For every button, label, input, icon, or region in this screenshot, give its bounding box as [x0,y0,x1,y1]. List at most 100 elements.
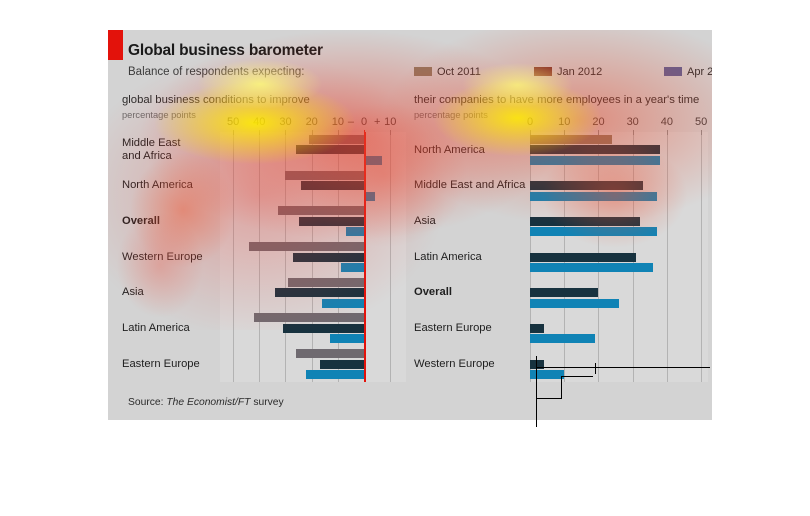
category-label-line: Middle East [122,137,181,150]
annotation-line-horizontal-short [561,376,593,377]
plot-area-left [220,132,406,382]
axis-tick-label: 30 [626,116,639,128]
category-label-line: Middle East and Africa [414,179,526,192]
category-label: Eastern Europe [122,358,214,371]
category-label: Latin America [414,251,524,264]
category-label: Overall [122,215,214,228]
annotation-line-horizontal-bottom [536,398,562,399]
category-label: Latin America [122,322,214,335]
axis-tick-label: + [373,116,381,128]
bar [530,155,661,165]
category-label-line: Asia [414,215,436,228]
axis-tick-label: 50 [226,116,240,128]
annotation-line-horizontal-long [536,367,710,368]
category-label: Asia [414,215,524,228]
source-prefix: Source: [128,397,167,408]
bar [530,181,643,191]
category-label-line: Overall [122,215,160,228]
axis-tick-mark [233,130,235,135]
axis-tick-label: 50 [695,116,708,128]
axis-tick-label: 0 [526,116,534,128]
category-label-line: North America [122,179,193,192]
bar [248,242,365,251]
source-publication: The Economist/FT [166,397,251,408]
legend-item-2: Jan 2012 [534,66,602,78]
axis-tick-label: 10 [384,116,397,128]
bar [298,216,365,226]
annotation-tick-mark [595,363,596,374]
source-suffix: survey [250,397,284,408]
category-label-line: Asia [122,286,144,299]
legend-item-1: Oct 2011 [414,66,481,78]
category-label-line: Overall [414,286,452,299]
bar [530,134,613,144]
axis-tick-mark [666,130,668,135]
category-label-line: Western Europe [122,250,203,263]
zero-line [364,132,366,382]
legend-item-3: Apr 2012 [664,66,712,78]
annotation-line-vertical-short [561,376,562,398]
bar [530,227,657,237]
axis-tick-mark [632,130,634,135]
gridline [285,132,287,382]
bar [364,191,375,201]
panel-left-unit: percentage points [122,110,196,120]
axis-tick-label: 40 [253,116,266,128]
gridline [233,132,235,382]
category-label: North America [414,144,524,157]
gridline [701,132,703,382]
legend-label: Jan 2012 [557,66,603,78]
category-label: Overall [414,286,524,299]
bar [330,334,365,344]
bar [340,263,365,272]
category-label-line: North America [414,143,485,156]
bar [364,155,383,165]
brand-block [108,30,123,60]
category-label: North America [122,179,214,192]
bar [530,288,599,298]
bar [530,216,640,226]
axis-tick-label: 30 [279,116,292,128]
x-axis: 0 10 20 30 40 50 [526,116,708,135]
axis-tick-label: 20 [305,116,318,128]
axis-tick-label: 10 [331,116,344,128]
bar [306,370,365,380]
legend-label: Apr 2012 [687,66,712,78]
chart-figure: Global business barometer Balance of res… [108,30,712,420]
category-label: Asia [122,286,214,299]
legend-label: Oct 2011 [437,66,481,78]
category-label-line: Latin America [414,250,482,263]
bar [277,206,365,216]
gridline [259,132,261,382]
bar [309,134,365,144]
x-axis: 50 40 30 20 10–0 +10 [220,116,406,135]
bar [530,263,654,272]
bar [530,370,565,380]
bar [530,252,637,262]
axis-tick-mark [285,130,287,135]
category-label-line: Latin America [122,322,190,335]
category-label-line: Eastern Europe [414,322,492,335]
axis-tick-label: 40 [660,116,674,128]
axis-tick-mark [390,130,392,135]
bar [295,145,365,155]
plot-area-right [530,132,708,382]
bar [530,145,661,155]
bar [319,359,365,369]
axis-tick-label: – [347,116,355,128]
page-title: Global business barometer [128,42,323,59]
category-label: Western Europe [122,251,214,264]
category-label: Middle East and Africa [122,137,214,162]
category-label-line: Eastern Europe [122,357,200,370]
axis-tick-label: 20 [592,116,605,128]
bar [288,277,365,287]
gridline [666,132,668,382]
legend-swatch-icon [534,67,552,76]
legend-swatch-icon [414,67,432,76]
category-label-line: Western Europe [414,357,495,370]
legend-swatch-icon [664,67,682,76]
bar [530,323,544,333]
bar [295,349,365,359]
panel-left-title: global business conditions to improve [122,94,310,106]
bar [282,323,365,333]
